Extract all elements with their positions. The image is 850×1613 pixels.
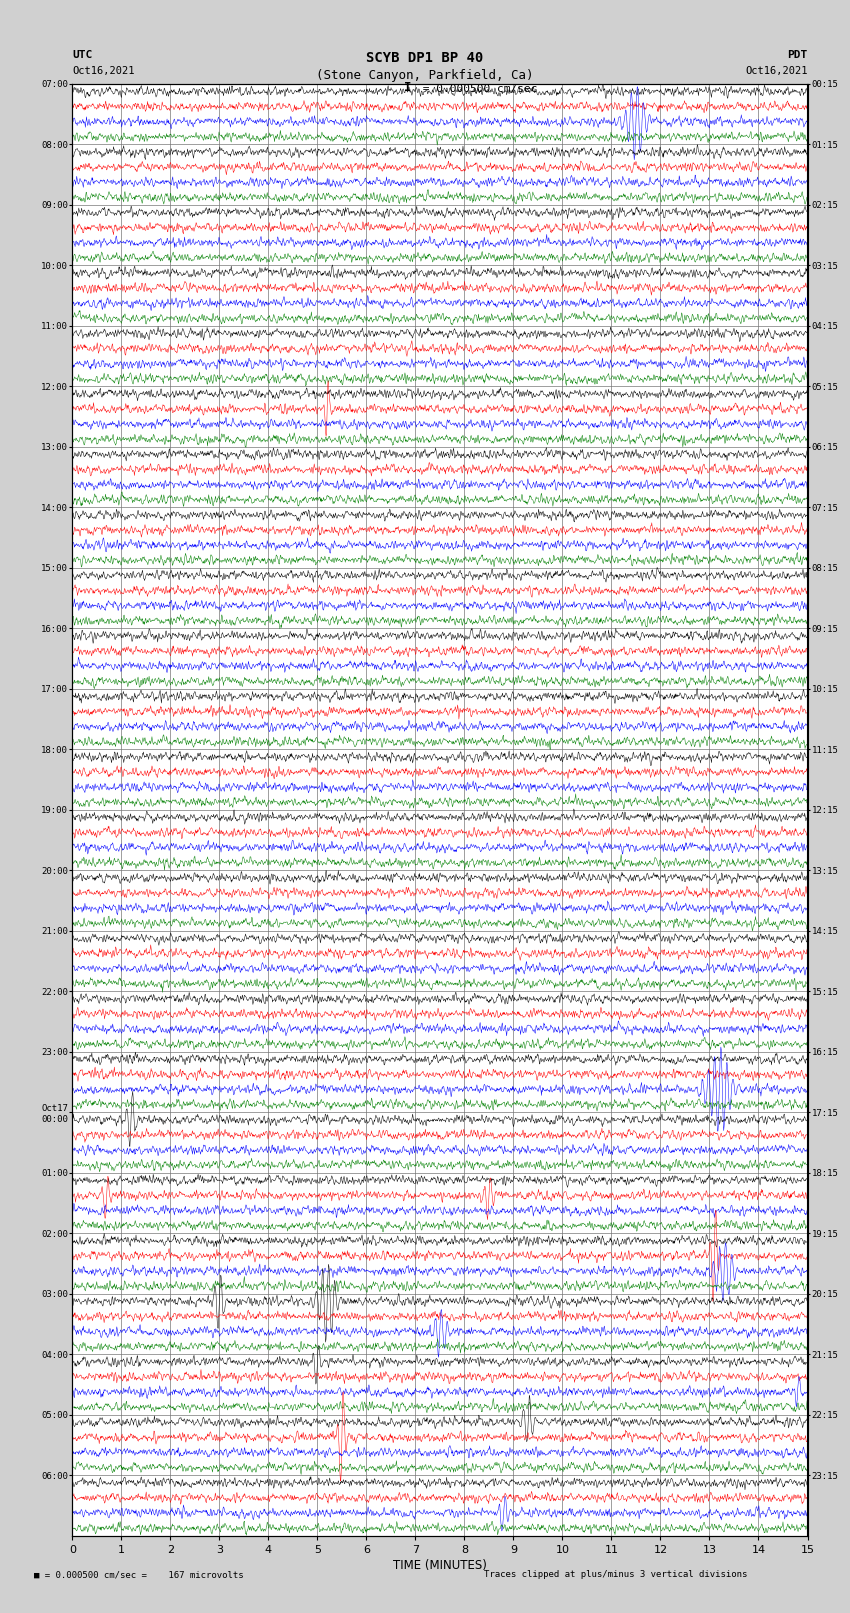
X-axis label: TIME (MINUTES): TIME (MINUTES) bbox=[393, 1558, 487, 1571]
Text: I: I bbox=[405, 81, 411, 94]
Text: SCYB DP1 BP 40: SCYB DP1 BP 40 bbox=[366, 52, 484, 65]
Text: ■ = 0.000500 cm/sec =    167 microvolts: ■ = 0.000500 cm/sec = 167 microvolts bbox=[34, 1569, 244, 1579]
Text: = 0.000500 cm/sec: = 0.000500 cm/sec bbox=[416, 84, 538, 94]
Text: PDT: PDT bbox=[787, 50, 808, 60]
Text: (Stone Canyon, Parkfield, Ca): (Stone Canyon, Parkfield, Ca) bbox=[316, 69, 534, 82]
Text: Traces clipped at plus/minus 3 vertical divisions: Traces clipped at plus/minus 3 vertical … bbox=[484, 1569, 748, 1579]
Text: UTC: UTC bbox=[72, 50, 93, 60]
Text: Oct16,2021: Oct16,2021 bbox=[745, 66, 808, 76]
Text: Oct16,2021: Oct16,2021 bbox=[72, 66, 135, 76]
